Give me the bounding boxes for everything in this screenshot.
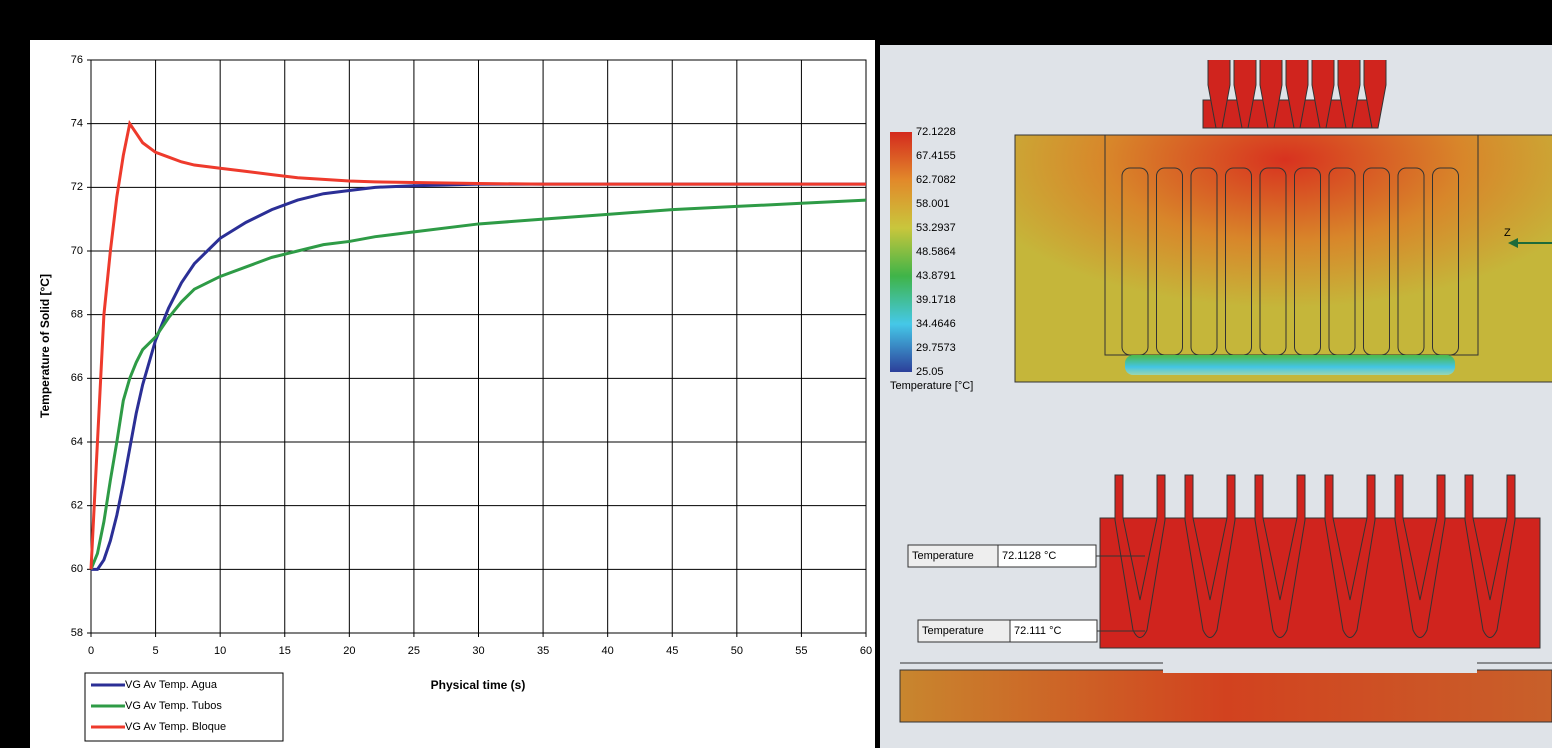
screenshot: Z Temperature 72.1128 °C Temperature 72.… [0, 0, 1552, 748]
y-tick-label: 66 [71, 372, 83, 384]
x-tick-label: 60 [860, 645, 872, 657]
x-tick-label: 55 [795, 645, 807, 657]
y-tick-label: 64 [71, 436, 83, 448]
x-axis-label: Physical time (s) [431, 678, 526, 692]
legend-label: VG Av Temp. Bloque [125, 721, 226, 733]
x-tick-label: 35 [537, 645, 549, 657]
x-tick-label: 5 [153, 645, 159, 657]
colorbar-tick-label: 43.8791 [916, 270, 956, 282]
x-tick-label: 30 [472, 645, 484, 657]
legend-label: VG Av Temp. Agua [125, 679, 218, 691]
y-axis-label: Temperature of Solid [°C] [38, 274, 52, 418]
x-tick-label: 15 [279, 645, 291, 657]
y-tick-label: 72 [71, 181, 83, 193]
colorbar-tick-label: 72.1228 [916, 126, 956, 138]
colorbar-tick-label: 53.2937 [916, 222, 956, 234]
axis-label: Z [1504, 227, 1511, 239]
x-tick-label: 0 [88, 645, 94, 657]
x-tick-label: 10 [214, 645, 226, 657]
y-tick-label: 60 [71, 563, 83, 575]
chart-panel [30, 40, 875, 748]
colorbar-tick-label: 58.001 [916, 198, 950, 210]
probe-label: Temperature [922, 625, 984, 637]
x-tick-label: 45 [666, 645, 678, 657]
probe-value: 72.1128 °C [1002, 550, 1056, 562]
colorbar-tick-label: 48.5864 [916, 246, 956, 258]
colorbar [890, 132, 912, 372]
y-tick-label: 62 [71, 500, 83, 512]
colorbar-tick-label: 25.05 [916, 366, 944, 378]
y-tick-label: 76 [71, 54, 83, 66]
y-tick-label: 58 [71, 627, 83, 639]
x-tick-label: 20 [343, 645, 355, 657]
colorbar-tick-label: 39.1718 [916, 294, 956, 306]
x-tick-label: 25 [408, 645, 420, 657]
colorbar-title: Temperature [°C] [890, 380, 973, 392]
colorbar-tick-label: 62.7082 [916, 174, 956, 186]
colorbar-tick-label: 34.4646 [916, 318, 956, 330]
colorbar-tick-label: 67.4155 [916, 150, 956, 162]
y-tick-label: 70 [71, 245, 83, 257]
y-tick-label: 68 [71, 309, 83, 321]
colorbar-tick-label: 29.7573 [916, 342, 956, 354]
probe-label: Temperature [912, 550, 974, 562]
probe-value: 72.111 °C [1014, 625, 1061, 637]
figure: Z Temperature 72.1128 °C Temperature 72.… [0, 0, 1552, 748]
legend-label: VG Av Temp. Tubos [125, 700, 222, 712]
x-tick-label: 50 [731, 645, 743, 657]
y-tick-label: 74 [71, 118, 83, 130]
x-tick-label: 40 [602, 645, 614, 657]
